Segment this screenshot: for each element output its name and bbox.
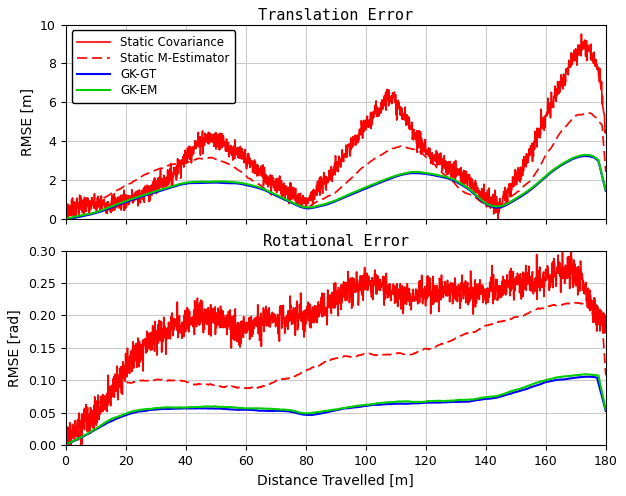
GK-EM — [93, 209, 100, 215]
GK-EM — [264, 188, 272, 194]
GK-GT — [431, 172, 438, 178]
Static M-Estimator — [285, 197, 292, 203]
Static M-Estimator — [431, 161, 438, 167]
Static Covariance — [264, 175, 272, 181]
GK-EM — [285, 198, 292, 204]
X-axis label: Distance Travelled [m]: Distance Travelled [m] — [257, 474, 414, 488]
GK-EM — [62, 216, 69, 222]
GK-GT — [264, 188, 272, 194]
Static Covariance — [578, 31, 585, 37]
Static Covariance — [431, 152, 438, 158]
Legend: Static Covariance, Static M-Estimator, GK-GT, GK-EM: Static Covariance, Static M-Estimator, G… — [71, 30, 235, 103]
Title: Translation Error: Translation Error — [258, 8, 413, 23]
GK-GT — [62, 216, 69, 222]
Static Covariance — [602, 127, 610, 133]
Static M-Estimator — [282, 197, 290, 203]
GK-GT — [285, 199, 292, 205]
GK-GT — [282, 197, 290, 203]
GK-EM — [602, 187, 610, 193]
Static Covariance — [494, 216, 501, 222]
GK-EM — [177, 181, 185, 186]
GK-EM — [282, 196, 290, 202]
GK-EM — [582, 152, 589, 158]
GK-GT — [177, 182, 185, 187]
Static M-Estimator — [62, 213, 69, 219]
Static M-Estimator — [93, 199, 100, 205]
Static M-Estimator — [602, 169, 610, 175]
GK-GT — [581, 153, 588, 159]
Title: Rotational Error: Rotational Error — [263, 234, 409, 249]
Line: GK-EM: GK-EM — [66, 155, 606, 219]
Line: GK-GT: GK-GT — [66, 156, 606, 219]
Static Covariance — [177, 175, 185, 181]
Static M-Estimator — [177, 160, 185, 166]
GK-GT — [93, 210, 100, 216]
Static Covariance — [285, 193, 292, 199]
Line: Static Covariance: Static Covariance — [66, 34, 606, 219]
Static M-Estimator — [264, 188, 272, 194]
GK-GT — [602, 188, 610, 194]
Static Covariance — [282, 183, 290, 189]
GK-EM — [431, 171, 438, 177]
Y-axis label: RMSE [m]: RMSE [m] — [21, 88, 34, 156]
Static M-Estimator — [585, 110, 592, 116]
Static Covariance — [93, 209, 100, 215]
Y-axis label: RMSE [rad]: RMSE [rad] — [8, 309, 23, 387]
Line: Static M-Estimator: Static M-Estimator — [66, 113, 606, 216]
Static Covariance — [62, 198, 69, 204]
